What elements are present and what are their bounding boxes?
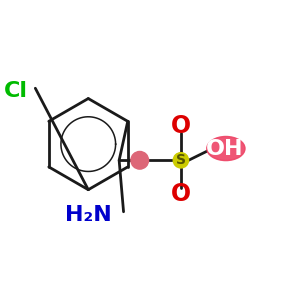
Ellipse shape bbox=[207, 136, 245, 160]
Circle shape bbox=[173, 153, 188, 168]
Text: OH: OH bbox=[206, 139, 244, 158]
Text: O: O bbox=[171, 115, 191, 139]
Text: O: O bbox=[171, 182, 191, 206]
Circle shape bbox=[131, 152, 148, 169]
Text: H₂N: H₂N bbox=[65, 205, 112, 225]
Text: S: S bbox=[176, 153, 186, 167]
Text: Cl: Cl bbox=[4, 81, 28, 101]
